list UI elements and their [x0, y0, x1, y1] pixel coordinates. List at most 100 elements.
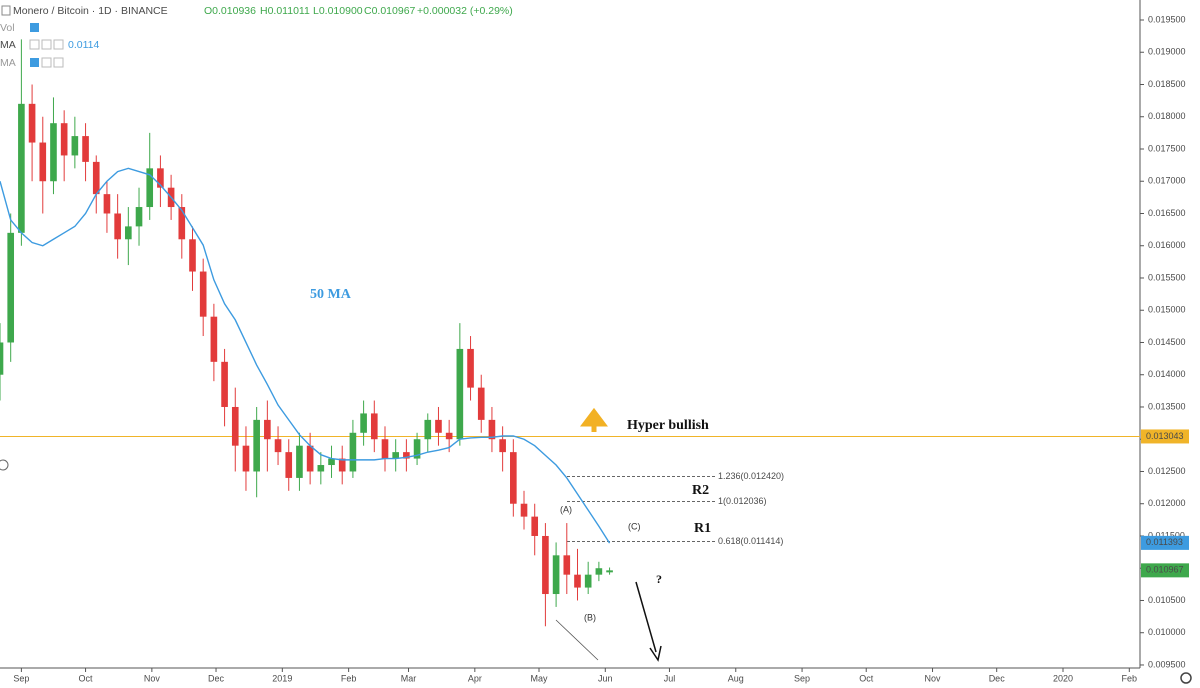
candle-body: [71, 136, 79, 156]
candle-body: [488, 419, 496, 440]
y-tick-label: 0.018500: [1148, 79, 1186, 89]
fib-label: 1(0.012036): [718, 496, 767, 506]
down-arrow-head: [649, 645, 662, 662]
ohlc-low: L0.010900: [313, 5, 363, 17]
candle-body: [338, 458, 346, 472]
y-tick-label: 0.015500: [1148, 272, 1186, 282]
annotation: Hyper bullish: [627, 418, 709, 433]
x-tick-label: Jul: [664, 673, 676, 683]
x-tick-label: Jun: [598, 673, 613, 683]
scroll-marker[interactable]: [0, 459, 9, 471]
y-tick-label: 0.016500: [1148, 208, 1186, 218]
candle-body: [50, 123, 57, 182]
eye-icon[interactable]: [29, 39, 40, 50]
close-icon[interactable]: [53, 39, 64, 50]
candle-body: [125, 226, 132, 240]
candle-body: [445, 432, 453, 440]
x-tick-label: Feb: [1122, 673, 1138, 683]
settings-icon[interactable]: [41, 39, 52, 50]
indicator-value: 0.0114: [68, 39, 99, 51]
up-arrow: [580, 407, 608, 432]
x-tick-label: Nov: [144, 673, 161, 683]
ma-line: [0, 167, 611, 544]
candle-body: [7, 232, 15, 343]
y-tick-label: 0.010500: [1148, 595, 1186, 605]
y-tick-label: 0.019000: [1148, 47, 1186, 57]
price-tag-label: 0.011393: [1146, 537, 1183, 547]
candle-body: [0, 342, 4, 375]
candle-body: [178, 207, 186, 240]
candle-body: [574, 574, 581, 588]
settings-gear[interactable]: [1180, 672, 1192, 684]
settings-icon[interactable]: [41, 57, 52, 68]
candle-body: [499, 439, 506, 453]
candle-body: [103, 194, 111, 214]
x-tick-label: Sep: [794, 673, 810, 683]
y-tick-label: 0.014500: [1148, 337, 1186, 347]
candle-body: [92, 161, 100, 195]
candle-body: [360, 413, 367, 433]
x-tick-label: Aug: [728, 673, 744, 683]
candle-body: [114, 213, 121, 240]
candle-body: [157, 168, 164, 188]
ohlc-open: O0.010936: [204, 5, 256, 17]
y-tick-label: 0.012500: [1148, 466, 1186, 476]
candle-body: [520, 503, 528, 517]
x-tick-label: Oct: [859, 673, 874, 683]
x-tick-label: Mar: [401, 673, 417, 683]
candle-body: [381, 439, 389, 459]
x-tick-label: Feb: [341, 673, 357, 683]
x-tick-label: Nov: [925, 673, 942, 683]
x-tick-label: Dec: [208, 673, 225, 683]
price-tag: [1141, 429, 1189, 444]
fib-label: 0.618(0.011414): [718, 536, 783, 546]
y-tick-label: 0.013500: [1148, 401, 1186, 411]
candle-body: [552, 555, 560, 595]
annotations: Hyper bullish R2 R1 (A) (B) (C) ? 50 MA: [0, 287, 1192, 684]
candle-body: [199, 271, 207, 317]
header: Monero / Bitcoin · 1D · BINANCE O0.01093…: [0, 5, 513, 69]
price-tag: [1141, 563, 1189, 578]
candle-body: [18, 103, 25, 233]
eye-icon[interactable]: [30, 58, 39, 67]
y-tick-label: 0.015000: [1148, 305, 1186, 315]
candle-body: [317, 465, 325, 472]
candle-body: [264, 419, 271, 440]
candle-body: [424, 419, 432, 440]
candle-body: [349, 432, 357, 472]
annotation: ?: [656, 572, 662, 586]
candle-body: [82, 136, 89, 162]
candle-body: [306, 445, 314, 472]
y-tick-label: 0.018000: [1148, 111, 1186, 121]
indicator-label: MA: [0, 57, 16, 69]
wave-label: (A): [560, 504, 572, 514]
annotation: R2: [692, 483, 709, 498]
candle-body: [392, 452, 399, 459]
ohlc-close: C0.010967: [364, 5, 416, 17]
candle-body: [563, 555, 571, 575]
candle-body: [242, 445, 250, 472]
close-icon[interactable]: [53, 57, 64, 68]
candle-body: [28, 103, 36, 143]
candle-body: [296, 445, 303, 478]
indicator-label: MA: [0, 39, 16, 51]
eye-icon[interactable]: [30, 23, 39, 32]
candle-body: [542, 535, 549, 595]
annotation: R1: [694, 521, 711, 536]
y-tick-label: 0.012000: [1148, 498, 1186, 508]
price-tag-label: 0.010967: [1146, 565, 1184, 575]
candle-body: [595, 568, 603, 575]
x-tick-label: 2019: [272, 673, 292, 683]
x-tick-label: May: [530, 673, 548, 683]
candle-body: [531, 516, 539, 536]
candle-body: [477, 387, 485, 420]
wave-label: (B): [584, 612, 596, 622]
price-tag: [1141, 535, 1189, 550]
x-tick-label: Sep: [13, 673, 29, 683]
candle-body: [370, 413, 378, 440]
candle-body: [39, 142, 47, 182]
ohlc-high: H0.011011: [260, 5, 310, 17]
chart-icon: [1, 5, 11, 16]
